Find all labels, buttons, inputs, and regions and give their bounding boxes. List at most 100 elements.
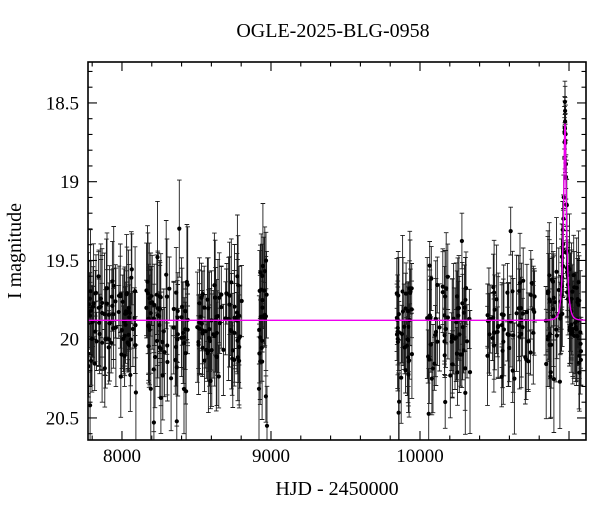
data-point — [577, 353, 582, 358]
data-point — [517, 323, 522, 328]
data-point — [88, 403, 93, 408]
data-point — [164, 294, 170, 299]
data-point — [262, 316, 267, 321]
data-point — [517, 334, 522, 339]
data-point — [402, 345, 407, 350]
data-point — [207, 336, 212, 341]
data-point — [175, 332, 180, 337]
data-point — [520, 325, 525, 330]
data-point — [104, 286, 110, 291]
data-point — [395, 325, 400, 331]
data-point — [177, 226, 182, 231]
data-point — [113, 299, 118, 304]
data-point — [501, 327, 506, 332]
data-point — [94, 339, 99, 344]
data-point — [485, 313, 490, 318]
x-axis-label: HJD - 2450000 — [275, 478, 398, 500]
data-point — [206, 349, 211, 354]
data-point — [557, 379, 563, 384]
data-point — [147, 296, 152, 301]
data-point — [88, 289, 93, 294]
data-point — [402, 324, 407, 329]
data-point — [111, 312, 116, 317]
data-point — [109, 340, 114, 345]
data-point — [121, 336, 126, 341]
data-point — [196, 342, 201, 347]
data-point — [404, 291, 409, 296]
data-point — [547, 297, 552, 302]
data-point — [128, 337, 133, 342]
data-point — [216, 374, 221, 379]
data-point — [528, 350, 533, 355]
data-point — [563, 119, 568, 124]
data-point — [576, 360, 582, 365]
data-point — [236, 283, 241, 288]
plot-frame — [87, 61, 587, 441]
data-point — [203, 329, 208, 334]
data-point — [257, 351, 262, 356]
data-point — [437, 325, 442, 330]
data-point — [145, 279, 150, 284]
data-point — [132, 315, 137, 321]
data-point — [508, 229, 513, 234]
data-point — [449, 339, 454, 344]
data-point — [432, 361, 437, 366]
data-point — [532, 294, 537, 299]
data-point — [175, 315, 180, 320]
data-point — [547, 273, 552, 278]
data-points — [88, 99, 584, 428]
data-point — [223, 316, 228, 321]
data-point — [490, 336, 495, 341]
data-point — [572, 285, 577, 290]
data-point — [235, 338, 240, 343]
data-point — [151, 420, 156, 425]
data-point — [146, 344, 151, 349]
data-point — [157, 307, 162, 312]
data-point — [96, 274, 101, 279]
data-point — [130, 326, 135, 332]
data-point — [569, 296, 574, 301]
data-point — [237, 344, 242, 350]
data-point — [257, 327, 262, 332]
data-point — [570, 327, 575, 332]
data-point — [505, 290, 510, 295]
data-point — [429, 376, 434, 381]
data-point — [403, 306, 408, 311]
data-point — [406, 324, 411, 329]
data-point — [506, 332, 511, 337]
data-point — [173, 357, 178, 363]
data-point — [578, 349, 584, 354]
data-point — [499, 374, 504, 379]
data-point — [100, 300, 105, 305]
data-point — [445, 274, 450, 279]
data-point — [491, 315, 496, 320]
data-point — [102, 312, 107, 317]
data-point — [406, 309, 411, 314]
data-point — [209, 348, 214, 353]
data-point — [160, 373, 165, 378]
data-point — [202, 358, 207, 363]
data-point — [100, 340, 105, 345]
data-point — [552, 300, 558, 305]
data-point — [154, 292, 159, 297]
data-point — [571, 273, 576, 278]
data-point — [126, 305, 131, 310]
data-point — [239, 298, 244, 304]
data-point — [396, 293, 401, 298]
data-point — [259, 345, 264, 350]
data-point — [212, 333, 217, 339]
data-point — [256, 386, 262, 391]
data-point — [205, 297, 210, 302]
data-point — [263, 258, 269, 263]
data-point — [214, 354, 219, 359]
data-point — [455, 294, 460, 299]
data-point — [507, 345, 512, 351]
data-point — [455, 370, 460, 375]
data-point — [148, 311, 153, 316]
data-point — [442, 313, 447, 318]
data-point — [133, 343, 138, 348]
data-point — [152, 354, 158, 360]
data-point — [491, 343, 496, 348]
data-point — [526, 359, 531, 364]
data-point — [578, 330, 583, 335]
